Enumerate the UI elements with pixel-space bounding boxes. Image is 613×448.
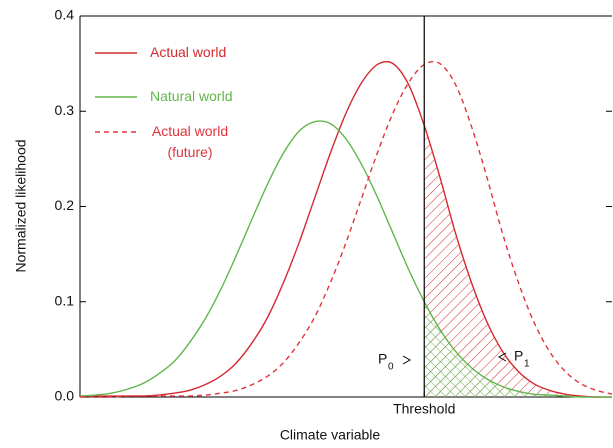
y-tick-label: 0.0: [55, 388, 75, 404]
x-axis-label: Climate variable: [280, 427, 381, 443]
legend-label: Actual world (future): [151, 123, 229, 160]
y-tick-label: 0.3: [55, 102, 75, 118]
legend-label: Actual world: [150, 44, 227, 60]
x-tick-label: Threshold: [393, 401, 455, 417]
line: [79, 120, 612, 398]
legend-label: Natural world: [150, 88, 233, 104]
annotation-arrow: [497, 352, 507, 362]
annotation-subscript: 0: [388, 362, 394, 373]
hatched-area: [424, 125, 612, 398]
line: [80, 60, 613, 398]
hatched-area: [424, 301, 612, 398]
y-axis-label: Normalized likelihood: [13, 139, 29, 272]
annotation-subscript: 1: [524, 359, 530, 370]
annotation: P: [378, 351, 387, 367]
annotation: P: [514, 348, 523, 364]
annotation-arrow: [402, 355, 412, 365]
y-tick-label: 0.2: [55, 197, 75, 213]
y-tick-label: 0.4: [55, 7, 75, 23]
y-tick-label: 0.1: [55, 292, 75, 308]
